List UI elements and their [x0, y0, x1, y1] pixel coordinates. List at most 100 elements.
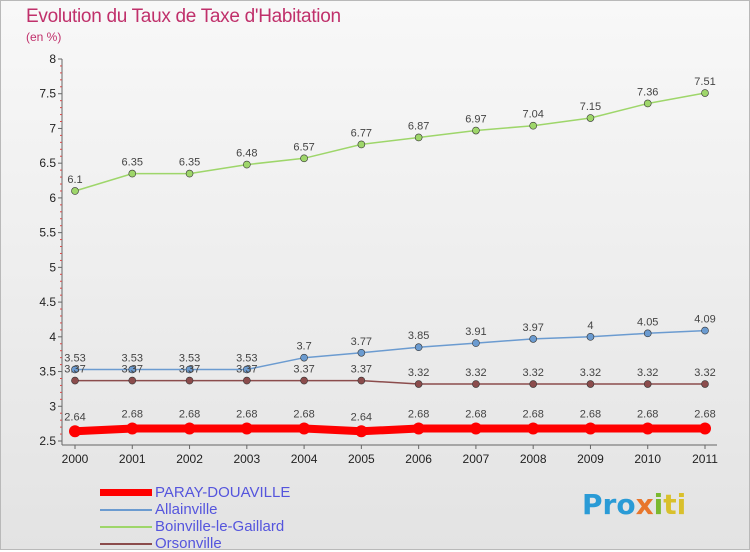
data-label: 3.32	[694, 367, 715, 379]
data-label: 2.68	[236, 408, 257, 420]
legend-label: PARAY-DOUAVILLE	[155, 484, 291, 501]
logo-part: Pro	[582, 488, 636, 521]
data-point	[355, 425, 368, 438]
x-tick-label: 2001	[119, 452, 146, 466]
data-point	[126, 422, 139, 435]
data-label: 3.97	[522, 322, 543, 334]
data-label: 6.1	[67, 174, 82, 186]
data-point	[185, 376, 194, 385]
data-point	[643, 99, 652, 108]
data-point	[128, 365, 137, 374]
data-point	[472, 126, 480, 135]
data-point	[243, 376, 251, 385]
data-point	[243, 160, 251, 169]
data-point	[300, 376, 308, 385]
data-label: 3.53	[179, 352, 200, 364]
legend-swatch-allainville	[100, 509, 152, 511]
chart-subtitle: (en %)	[26, 30, 62, 44]
data-label: 3.32	[522, 367, 543, 379]
data-point	[584, 422, 597, 435]
legend-label: Allainville	[155, 501, 218, 518]
legend-swatch-paray-douaville	[100, 489, 152, 496]
y-tick-label: 5	[49, 260, 56, 274]
x-tick-label: 2008	[520, 452, 547, 466]
data-point	[298, 422, 311, 435]
series-line-3	[75, 379, 705, 385]
y-tick-label: 7.5	[39, 87, 56, 101]
y-tick-label: 5.5	[39, 226, 56, 240]
data-label: 6.97	[465, 114, 486, 126]
data-point	[472, 380, 480, 388]
data-point	[701, 326, 709, 335]
data-label: 2.68	[465, 408, 486, 420]
data-label: 3.37	[293, 364, 314, 376]
x-tick-label: 2007	[463, 452, 490, 466]
data-label: 2.68	[522, 408, 543, 420]
legend-swatch-orsonville	[100, 543, 152, 545]
data-label: 2.68	[122, 408, 143, 420]
data-point	[586, 380, 595, 388]
data-label: 7.15	[580, 101, 601, 113]
data-point	[71, 365, 79, 374]
x-tick-label: 2000	[62, 452, 89, 466]
data-point	[185, 365, 194, 374]
data-label: 3.37	[122, 364, 143, 376]
series-points	[69, 89, 711, 438]
data-label: 3.53	[122, 352, 143, 364]
x-tick-label: 2004	[291, 452, 318, 466]
x-tick-label: 2003	[233, 452, 260, 466]
data-point	[243, 365, 251, 374]
data-label: 3.37	[351, 364, 372, 376]
data-point	[412, 422, 425, 435]
data-label: 3.53	[236, 352, 257, 364]
data-point	[185, 169, 194, 178]
legend-label: Orsonville	[155, 535, 222, 552]
data-label: 6.77	[351, 127, 372, 139]
data-point	[300, 353, 308, 362]
x-tick-label: 2011	[692, 452, 718, 466]
data-point	[300, 154, 308, 163]
data-label: 4.09	[694, 314, 715, 326]
data-point	[529, 121, 537, 130]
data-label: 6.35	[179, 157, 200, 169]
data-label: 3.32	[408, 367, 429, 379]
y-tick-label: 6.5	[39, 156, 56, 170]
data-label: 2.64	[351, 411, 372, 423]
data-point	[527, 422, 540, 435]
y-tick-label: 4	[49, 330, 56, 344]
data-point	[699, 422, 711, 435]
series-line-2	[74, 92, 706, 192]
data-point	[357, 376, 366, 385]
logo-part: x	[635, 488, 654, 521]
data-point	[529, 335, 537, 343]
logo-part: ti	[663, 488, 687, 521]
data-point	[414, 380, 423, 388]
legend-label: Boinville-le-Gaillard	[155, 518, 285, 535]
y-tick-label: 8	[49, 52, 56, 66]
y-tick-label: 3.5	[39, 365, 56, 379]
chart-title: Evolution du Taux de Taxe d'Habitation	[26, 6, 341, 27]
y-tick-label: 2.5	[39, 434, 56, 448]
y-tick-label: 6	[49, 191, 56, 205]
data-label: 7.04	[522, 109, 543, 121]
x-tick-label: 2006	[405, 452, 432, 466]
data-label: 6.87	[408, 120, 429, 132]
data-point	[643, 380, 652, 388]
data-point	[469, 422, 482, 435]
data-label: 7.36	[637, 86, 658, 98]
data-point	[472, 339, 480, 347]
data-label: 7.51	[694, 76, 715, 88]
data-point	[69, 425, 81, 438]
data-label: 2.68	[408, 408, 429, 420]
data-label: 3.7	[296, 341, 311, 353]
data-label: 3.91	[465, 326, 486, 338]
series-lines	[74, 92, 706, 436]
data-point	[701, 380, 709, 388]
data-label: 3.77	[351, 336, 372, 348]
data-point	[643, 329, 652, 338]
data-label: 3.53	[64, 352, 85, 364]
y-tick-label: 4.5	[39, 295, 56, 309]
y-tick-label: 3	[49, 399, 56, 413]
